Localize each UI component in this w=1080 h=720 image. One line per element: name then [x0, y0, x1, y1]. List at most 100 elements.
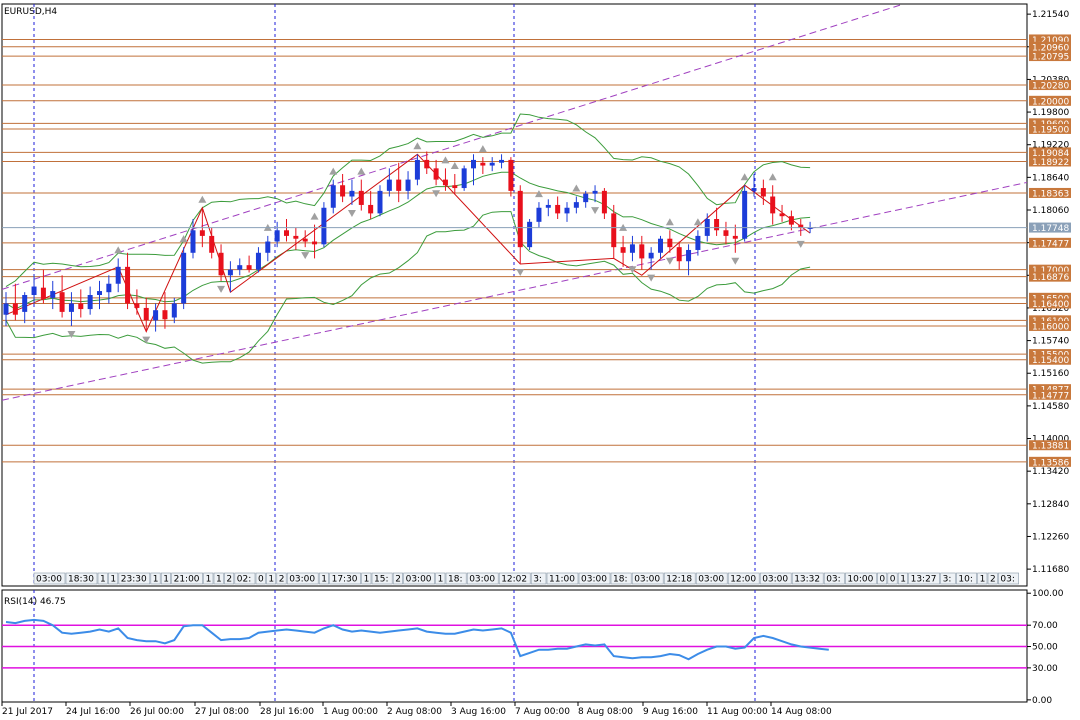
time-label-text: 12:00 — [730, 575, 756, 585]
y-tick-label: 1.16320 — [1032, 304, 1069, 314]
candle-body — [78, 303, 84, 310]
x-tick-label: 1 Aug 00:00 — [323, 707, 378, 717]
level-tag — [1029, 156, 1071, 167]
rsi-tick-label: 70.00 — [1032, 621, 1058, 631]
level-tag-label: 1.16876 — [1032, 273, 1069, 283]
fractal-up-icon — [441, 156, 450, 164]
current-price-tag — [1029, 222, 1071, 233]
fractal-down-icon — [731, 257, 740, 265]
rsi-tick-label: 50.00 — [1032, 643, 1058, 653]
fractal-up-icon — [478, 145, 487, 153]
fractal-down-icon — [347, 209, 356, 217]
time-label-box — [286, 572, 319, 585]
time-label-text: 18: — [613, 575, 627, 585]
time-label-text: 03:00 — [698, 575, 724, 585]
level-tag-label: 1.18922 — [1032, 158, 1069, 168]
candle-body — [686, 249, 692, 262]
level-tag-label: 1.20280 — [1032, 82, 1069, 92]
time-label-box — [695, 572, 728, 585]
level-tag-label: 1.16400 — [1032, 300, 1069, 310]
time-label-box — [213, 572, 224, 585]
time-label-text: 1 — [900, 575, 906, 585]
candle-body — [629, 244, 635, 253]
candle-body — [312, 241, 318, 245]
candle-body — [274, 230, 280, 242]
level-tag — [1029, 354, 1071, 365]
time-label-box — [908, 572, 940, 585]
candle-body — [424, 159, 430, 169]
time-label-box — [987, 572, 998, 585]
candle-body — [480, 162, 486, 166]
time-label-box — [371, 572, 393, 585]
x-tick-label: 21 Jul 2017 — [2, 707, 53, 717]
candle-body — [461, 168, 467, 189]
time-label-text: 03:00 — [406, 575, 432, 585]
candle-body — [396, 179, 402, 191]
fractal-up-icon — [329, 167, 338, 175]
level-tag — [1029, 80, 1071, 91]
candle-body — [620, 247, 626, 253]
time-label-text: 21:00 — [174, 575, 200, 585]
candle-body — [573, 202, 579, 208]
candle-body — [405, 179, 411, 191]
time-label-box — [998, 572, 1019, 585]
time-label-box — [897, 572, 908, 585]
time-label-box — [266, 572, 277, 585]
level-tag — [1029, 147, 1071, 158]
y-tick-label: 1.13420 — [1032, 467, 1069, 477]
level-tag-label: 1.20795 — [1032, 53, 1069, 63]
time-label-box — [203, 572, 214, 585]
time-label-box — [65, 572, 98, 585]
candle-body — [489, 162, 495, 166]
candle-body — [22, 295, 28, 312]
candle-body — [648, 252, 654, 259]
y-tick-label: 1.15740 — [1032, 337, 1069, 347]
fractal-down-icon — [591, 207, 600, 215]
candle-body — [386, 179, 392, 191]
level-tag — [1029, 34, 1071, 45]
fractal-up-icon — [665, 218, 674, 226]
fractal-down-icon — [432, 190, 441, 198]
level-tag — [1029, 298, 1071, 309]
trend-channel-lower — [1, 181, 1028, 401]
time-label-box — [877, 572, 888, 585]
level-tag-label: 1.15400 — [1032, 356, 1069, 366]
rsi-label: RSI(14) 46.75 — [4, 597, 66, 607]
x-tick-label: 27 Jul 08:00 — [195, 707, 249, 717]
time-label-box — [171, 572, 203, 585]
time-label-text: 0 — [890, 575, 896, 585]
level-tag — [1029, 292, 1071, 303]
level-tag — [1029, 187, 1071, 198]
fractal-up-icon — [114, 246, 123, 254]
time-label-text: 2 — [990, 575, 996, 585]
candle-body — [545, 204, 551, 208]
time-label-box — [108, 572, 119, 585]
time-label-text: 02: — [237, 575, 251, 585]
candle-body — [255, 252, 261, 270]
bollinger-band-lo — [5, 211, 811, 364]
candle-body — [368, 204, 374, 214]
time-label-box — [956, 572, 977, 585]
time-label-box — [610, 572, 632, 585]
candle-body — [106, 283, 112, 293]
fractal-down-icon — [647, 274, 656, 282]
time-label-box — [33, 572, 66, 585]
time-label-text: 10:00 — [847, 575, 873, 585]
time-label-text: 2 — [279, 575, 285, 585]
time-label-text: 0 — [258, 575, 264, 585]
time-label-text: 1 — [216, 575, 222, 585]
candle-body — [442, 179, 448, 186]
y-tick-label: 1.11680 — [1032, 565, 1069, 575]
time-label-box — [631, 572, 664, 585]
candle-body — [162, 310, 168, 320]
fractal-up-icon — [768, 173, 777, 181]
candle-body — [190, 230, 196, 253]
time-label-text: 3: — [533, 575, 542, 585]
x-tick-label: 24 Jul 16:00 — [66, 707, 120, 717]
candle-body — [68, 303, 74, 312]
trend-channel-upper — [1, 4, 901, 290]
time-label-box — [435, 572, 446, 585]
time-label-box — [445, 572, 467, 585]
time-label-box — [466, 572, 499, 585]
